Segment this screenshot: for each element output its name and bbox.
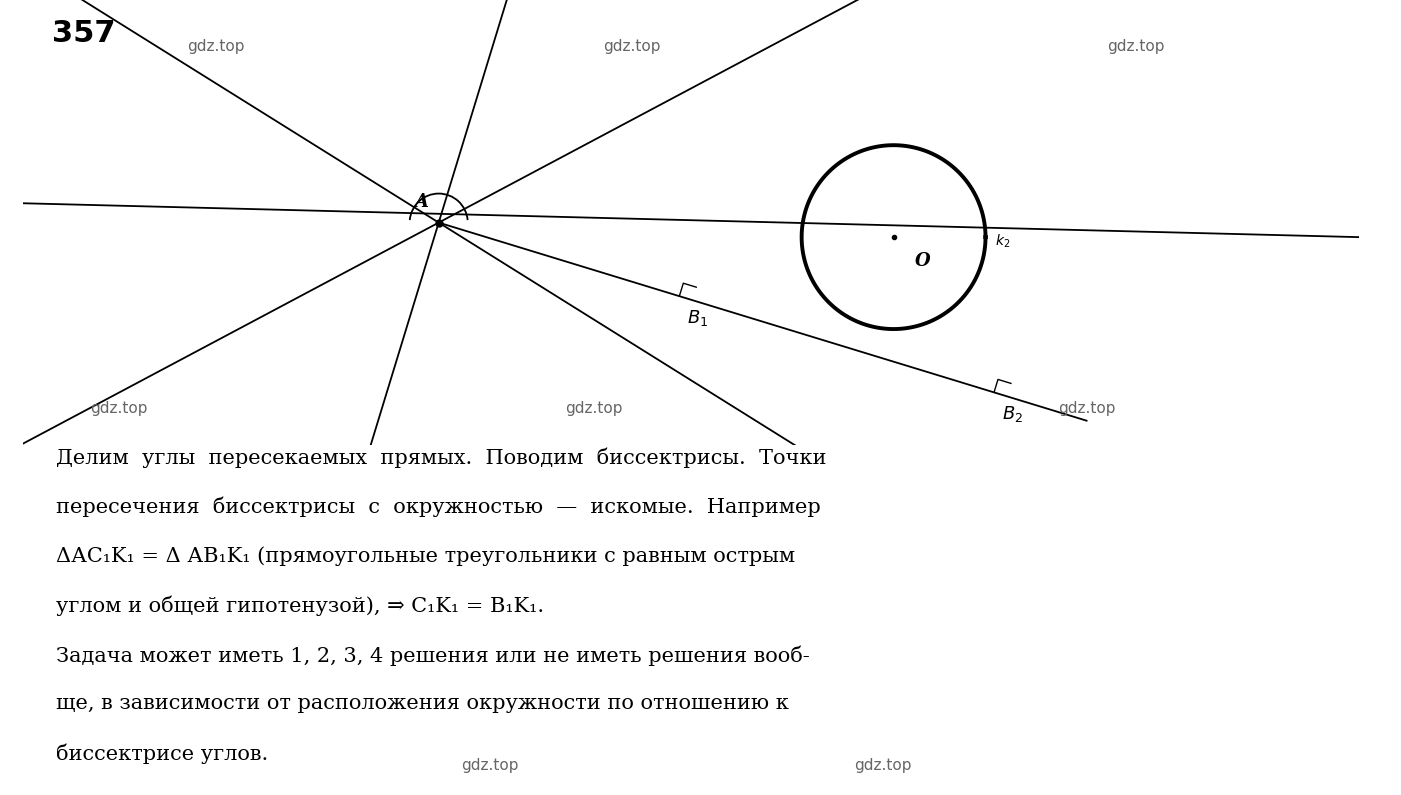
Text: gdz.top: gdz.top [604, 39, 661, 54]
Text: gdz.top: gdz.top [188, 39, 245, 54]
Text: gdz.top: gdz.top [91, 401, 149, 416]
Text: углом и общей гипотенузой), ⇒ C₁K₁ = B₁K₁.: углом и общей гипотенузой), ⇒ C₁K₁ = B₁K… [56, 595, 544, 616]
Text: gdz.top: gdz.top [853, 758, 912, 773]
Text: gdz.top: gdz.top [1107, 39, 1164, 54]
Text: Задача может иметь 1, 2, 3, 4 решения или не иметь решения вооб-: Задача может иметь 1, 2, 3, 4 решения ил… [56, 645, 810, 665]
Text: $B_2$: $B_2$ [1002, 404, 1023, 424]
Text: O: O [915, 252, 930, 270]
Text: биссектрисе углов.: биссектрисе углов. [56, 744, 268, 764]
Text: A: A [415, 193, 429, 211]
Text: $k_2$: $k_2$ [995, 232, 1010, 250]
Text: пересечения  биссектрисы  с  окружностью  —  искомые.  Например: пересечения биссектрисы с окружностью — … [56, 497, 821, 518]
Text: $B_1$: $B_1$ [686, 308, 709, 328]
Text: Делим  углы  пересекаемых  прямых.  Поводим  биссектрисы.  Точки: Делим углы пересекаемых прямых. Поводим … [56, 448, 827, 468]
Text: gdz.top: gdz.top [1058, 401, 1117, 416]
Text: gdz.top: gdz.top [461, 758, 520, 773]
Text: ΔАC₁K₁ = Δ АB₁K₁ (прямоугольные треугольники с равным острым: ΔАC₁K₁ = Δ АB₁K₁ (прямоугольные треуголь… [56, 546, 796, 566]
Text: ще, в зависимости от расположения окружности по отношению к: ще, в зависимости от расположения окружн… [56, 695, 789, 713]
Text: 357: 357 [52, 19, 115, 48]
Text: gdz.top: gdz.top [565, 401, 622, 416]
